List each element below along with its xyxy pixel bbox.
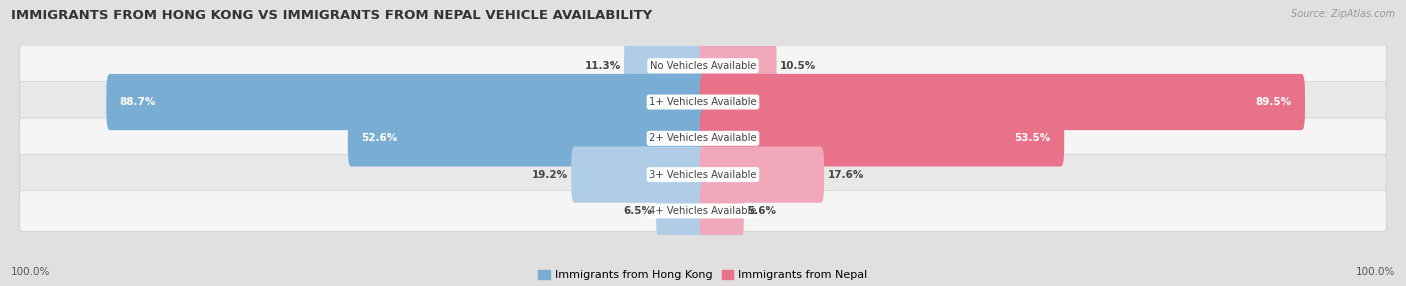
FancyBboxPatch shape: [571, 146, 706, 203]
FancyBboxPatch shape: [347, 110, 706, 166]
Text: No Vehicles Available: No Vehicles Available: [650, 61, 756, 71]
Text: 52.6%: 52.6%: [361, 133, 398, 143]
FancyBboxPatch shape: [700, 74, 1305, 130]
Text: 3+ Vehicles Available: 3+ Vehicles Available: [650, 170, 756, 180]
FancyBboxPatch shape: [700, 37, 776, 94]
FancyBboxPatch shape: [20, 118, 1386, 159]
Text: 100.0%: 100.0%: [1355, 267, 1395, 277]
Text: 100.0%: 100.0%: [11, 267, 51, 277]
FancyBboxPatch shape: [700, 183, 744, 239]
FancyBboxPatch shape: [107, 74, 706, 130]
FancyBboxPatch shape: [700, 110, 1064, 166]
Text: 2+ Vehicles Available: 2+ Vehicles Available: [650, 133, 756, 143]
Text: 6.5%: 6.5%: [624, 206, 652, 216]
FancyBboxPatch shape: [20, 45, 1386, 86]
Text: 4+ Vehicles Available: 4+ Vehicles Available: [650, 206, 756, 216]
Legend: Immigrants from Hong Kong, Immigrants from Nepal: Immigrants from Hong Kong, Immigrants fr…: [538, 270, 868, 281]
FancyBboxPatch shape: [20, 82, 1386, 122]
Text: 88.7%: 88.7%: [120, 97, 156, 107]
Text: 10.5%: 10.5%: [780, 61, 815, 71]
Text: 11.3%: 11.3%: [585, 61, 620, 71]
FancyBboxPatch shape: [700, 146, 824, 203]
Text: 17.6%: 17.6%: [827, 170, 863, 180]
Text: 5.6%: 5.6%: [747, 206, 776, 216]
Text: IMMIGRANTS FROM HONG KONG VS IMMIGRANTS FROM NEPAL VEHICLE AVAILABILITY: IMMIGRANTS FROM HONG KONG VS IMMIGRANTS …: [11, 9, 652, 21]
FancyBboxPatch shape: [20, 154, 1386, 195]
FancyBboxPatch shape: [657, 183, 706, 239]
Text: 89.5%: 89.5%: [1256, 97, 1292, 107]
Text: Source: ZipAtlas.com: Source: ZipAtlas.com: [1291, 9, 1395, 19]
FancyBboxPatch shape: [624, 37, 706, 94]
FancyBboxPatch shape: [20, 190, 1386, 231]
Text: 53.5%: 53.5%: [1015, 133, 1050, 143]
Text: 1+ Vehicles Available: 1+ Vehicles Available: [650, 97, 756, 107]
Text: 19.2%: 19.2%: [531, 170, 568, 180]
